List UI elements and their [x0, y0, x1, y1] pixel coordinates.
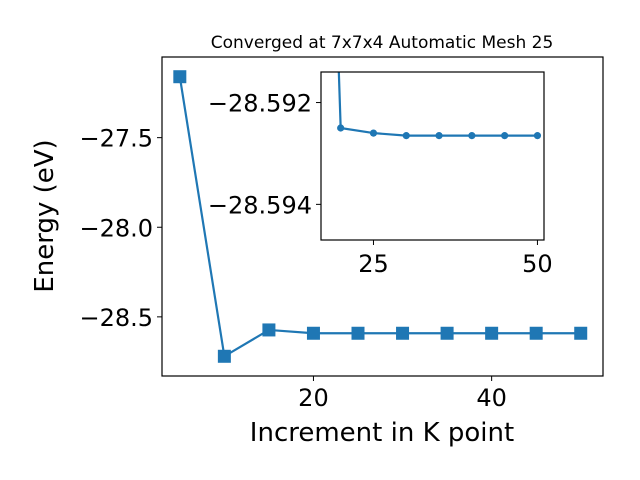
main-ticks: 20 40 −27.5 −28.0 −28.5 [79, 125, 506, 412]
main-data-point [351, 326, 365, 340]
inset-x-tick-label: 25 [358, 250, 389, 278]
main-y-tick-label: −28.0 [79, 214, 153, 242]
main-x-tick-label: 20 [298, 384, 329, 412]
inset-background [321, 72, 544, 240]
main-y-tick-label: −28.5 [79, 304, 153, 332]
inset-data-point [369, 129, 378, 137]
main-data-point [173, 70, 187, 84]
main-data-point [485, 326, 499, 340]
inset-data-point [337, 124, 345, 132]
main-data-point [262, 323, 276, 337]
main-data-point [529, 326, 543, 340]
inset-data-point [533, 132, 542, 140]
inset-axes: 25 50 −28.594 −28.592 [208, 71, 553, 278]
chart-title: Converged at 7x7x4 Automatic Mesh 25 [211, 33, 554, 53]
main-data-point [440, 326, 454, 340]
main-x-tick-label: 40 [476, 384, 507, 412]
inset-axes-frame [320, 71, 545, 241]
inset-y-tick-label: −28.592 [208, 90, 312, 118]
inset-plot-area [337, 72, 542, 140]
main-axes-frame [161, 56, 604, 377]
main-data-point [217, 349, 231, 363]
inset-data-point [402, 132, 410, 140]
main-series-line [178, 76, 581, 359]
y-axis-label: Energy (eV) [30, 139, 60, 292]
inset-data-point [435, 132, 443, 140]
main-data-point [306, 326, 320, 340]
main-axes: 20 40 −27.5 −28.0 −28.5 [79, 56, 604, 412]
inset-y-tick-label: −28.594 [208, 191, 312, 219]
main-data-point [396, 326, 410, 340]
main-y-tick-label: −27.5 [79, 125, 153, 153]
main-data-point [574, 326, 588, 340]
inset-series-line [337, 72, 538, 137]
main-plot-area [173, 70, 588, 363]
inset-ticks: 25 50 −28.594 −28.592 [208, 90, 553, 278]
inset-x-tick-label: 50 [522, 250, 553, 278]
x-axis-label: Increment in K point [250, 418, 514, 448]
inset-data-point [468, 132, 476, 140]
inset-data-point [501, 132, 509, 140]
